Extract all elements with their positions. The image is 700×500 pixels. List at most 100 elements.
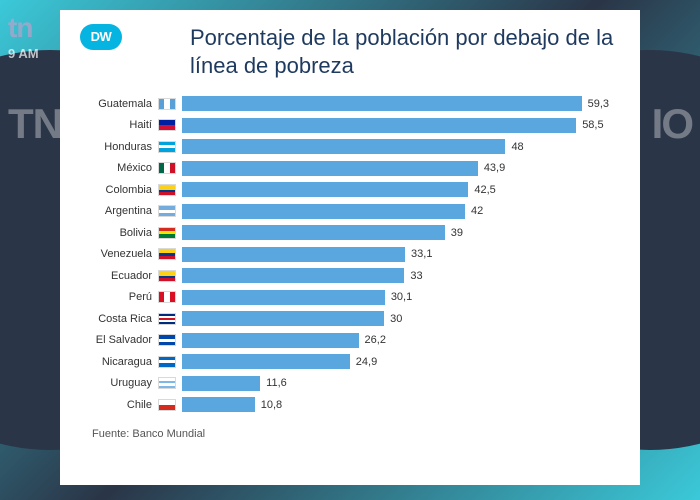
bar [182,161,478,176]
flag-icon [158,184,176,196]
channel-logo-text: tn [8,12,39,44]
chart-row: Venezuela 33,1 [80,244,620,266]
bar [182,247,405,262]
chart-row: Nicaragua 24,9 [80,351,620,373]
flag-icon [158,313,176,325]
country-label: Costa Rica [80,313,154,325]
country-label: Argentina [80,205,154,217]
bar-track: 24,9 [182,354,620,369]
bar-track: 33 [182,268,620,283]
bar [182,225,445,240]
flag-icon [158,270,176,282]
country-label: Uruguay [80,377,154,389]
flag-icon [158,399,176,411]
value-label: 11,6 [260,376,287,391]
bar [182,333,359,348]
country-label: Bolivia [80,227,154,239]
country-label: Chile [80,399,154,411]
bar [182,118,576,133]
chart-row: Colombia 42,5 [80,179,620,201]
value-label: 30 [384,311,402,326]
country-label: Venezuela [80,248,154,260]
value-label: 30,1 [385,290,412,305]
bar [182,290,385,305]
value-label: 39 [445,225,463,240]
bar-track: 58,5 [182,118,620,133]
chart-row: Uruguay 11,6 [80,373,620,395]
bar [182,354,350,369]
value-label: 58,5 [576,118,603,133]
flag-icon [158,334,176,346]
country-label: Colombia [80,184,154,196]
country-label: México [80,162,154,174]
chart-row: Bolivia 39 [80,222,620,244]
bar-track: 33,1 [182,247,620,262]
chart-row: Argentina 42 [80,201,620,223]
bar [182,96,582,111]
flag-icon [158,377,176,389]
flag-icon [158,119,176,131]
value-label: 33 [404,268,422,283]
value-label: 42,5 [468,182,495,197]
bar [182,397,255,412]
bar-track: 42,5 [182,182,620,197]
infographic-card: DW Porcentaje de la población por debajo… [60,10,640,485]
value-label: 43,9 [478,161,505,176]
country-label: Haití [80,119,154,131]
time-label: 9 AM [8,46,39,61]
chart-row: Chile 10,8 [80,394,620,416]
country-label: Perú [80,291,154,303]
country-label: El Salvador [80,334,154,346]
bar [182,139,505,154]
bar [182,268,404,283]
value-label: 26,2 [359,333,386,348]
bar-track: 59,3 [182,96,620,111]
bar-track: 48 [182,139,620,154]
flag-icon [158,141,176,153]
flag-icon [158,248,176,260]
watermark-left: TN [8,100,62,148]
value-label: 59,3 [582,96,609,111]
value-label: 33,1 [405,247,432,262]
country-label: Nicaragua [80,356,154,368]
bar-track: 43,9 [182,161,620,176]
bar-track: 26,2 [182,333,620,348]
country-label: Guatemala [80,98,154,110]
value-label: 42 [465,204,483,219]
bar-chart: Guatemala 59,3 Haití 58,5 Honduras 48 México 43… [80,93,620,416]
bar-track: 10,8 [182,397,620,412]
country-label: Ecuador [80,270,154,282]
source-label: Fuente: Banco Mundial [92,428,620,440]
bar-track: 42 [182,204,620,219]
value-label: 48 [505,139,523,154]
chart-row: Honduras 48 [80,136,620,158]
bar-track: 30 [182,311,620,326]
bar-track: 39 [182,225,620,240]
value-label: 10,8 [255,397,282,412]
chart-row: Costa Rica 30 [80,308,620,330]
flag-icon [158,227,176,239]
chart-row: México 43,9 [80,158,620,180]
chart-title: Porcentaje de la población por debajo de… [190,24,620,79]
flag-icon [158,162,176,174]
bar-track: 30,1 [182,290,620,305]
country-label: Honduras [80,141,154,153]
dw-logo: DW [80,24,122,50]
flag-icon [158,356,176,368]
flag-icon [158,291,176,303]
bar [182,311,384,326]
value-label: 24,9 [350,354,377,369]
chart-row: Ecuador 33 [80,265,620,287]
chart-row: Perú 30,1 [80,287,620,309]
chart-row: El Salvador 26,2 [80,330,620,352]
chart-row: Haití 58,5 [80,115,620,137]
bar [182,204,465,219]
bar [182,182,468,197]
channel-logo-area: tn 8 9 AM [8,12,39,61]
watermark-right: IO [652,100,692,148]
flag-icon [158,205,176,217]
flag-icon [158,98,176,110]
chart-row: Guatemala 59,3 [80,93,620,115]
bar-track: 11,6 [182,376,620,391]
bar [182,376,260,391]
